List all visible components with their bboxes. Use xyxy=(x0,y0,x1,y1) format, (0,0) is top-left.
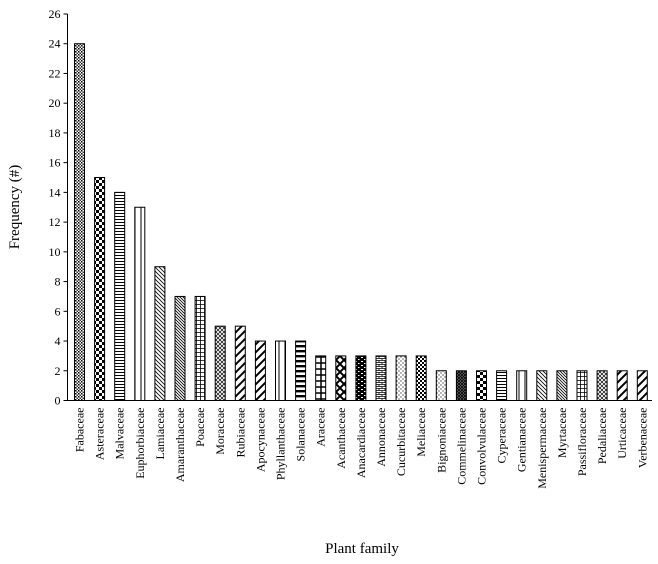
x-tick-label: Moraceae xyxy=(213,408,227,455)
y-tick-label: 10 xyxy=(49,245,61,259)
bar-meliaceae xyxy=(415,355,427,401)
x-tick-label: Euphorbiaceae xyxy=(133,408,147,479)
x-tick-label: Annonaceae xyxy=(374,408,388,467)
x-tick-label: Araceae xyxy=(314,408,328,447)
bar-araceae xyxy=(315,355,327,401)
x-tick-label: Apocynaceae xyxy=(253,408,267,473)
bar-asteraceae xyxy=(94,177,106,401)
bar-anacardiaceae xyxy=(355,355,367,401)
x-tick-label: Gentianaceae xyxy=(515,408,529,473)
x-tick-label: Urticaceae xyxy=(615,408,629,459)
y-tick-label: 14 xyxy=(49,185,61,199)
x-tick-label: Malvaceae xyxy=(113,408,127,460)
bar-urticaceae xyxy=(616,370,628,401)
x-tick-label: Cyperaceae xyxy=(495,408,509,464)
y-tick-label: 6 xyxy=(55,304,61,318)
x-tick-label: Cucurbitaceae xyxy=(394,408,408,477)
y-tick-label: 22 xyxy=(49,66,61,80)
bars xyxy=(74,43,648,402)
bar-gentianaceae xyxy=(516,370,528,401)
x-tick-label: Commelinaceae xyxy=(454,408,468,485)
y-tick-label: 16 xyxy=(49,156,61,170)
y-tick-label: 2 xyxy=(55,364,61,378)
x-axis-title: Plant family xyxy=(325,541,399,557)
y-tick-label: 8 xyxy=(55,275,61,289)
y-tick-label: 4 xyxy=(55,334,61,348)
x-tick-label: Convolvulaceae xyxy=(475,408,489,485)
bar-solanaceae xyxy=(295,340,307,401)
bar-acanthaceae xyxy=(335,355,347,401)
y-tick-label: 0 xyxy=(55,394,61,408)
x-tick-labels: Fabaceae Asteraceae Malvaceae Euphorbiaceae… xyxy=(73,408,650,489)
bar-verbenaceae xyxy=(636,370,648,401)
bar-cyperaceae xyxy=(496,370,508,401)
x-tick-label: Phyllanthaceae xyxy=(274,408,288,481)
bar-lamiaceae xyxy=(154,266,166,402)
bar-poaceae xyxy=(194,295,206,402)
bar-rubiaceae xyxy=(234,325,246,401)
x-tick-label: Pedaliaceae xyxy=(595,408,609,465)
y-tick-label: 26 xyxy=(49,7,61,21)
bar-phyllanthaceae xyxy=(275,340,286,401)
bar-moraceae xyxy=(214,325,226,401)
x-tick-label: Acanthaceae xyxy=(334,408,348,469)
bar-passifloraceae xyxy=(576,370,588,401)
x-tick-label: Passifloraceae xyxy=(575,408,589,477)
bar-annonaceae xyxy=(375,355,387,401)
x-tick-label: Poaceae xyxy=(193,408,207,447)
bar-bignoniaceae xyxy=(435,370,447,401)
x-tick-label: Solanaceae xyxy=(294,408,308,462)
x-tick-label: Amaranthaceae xyxy=(173,408,187,483)
x-tick-label: Meliaceae xyxy=(414,408,428,457)
x-tick-label: Rubiaceae xyxy=(233,408,247,458)
bar-apocynaceae xyxy=(254,340,266,401)
bar-pedaliaceae xyxy=(596,370,608,401)
bar-menispermaceae xyxy=(536,370,548,401)
x-tick-label: Lamiaceae xyxy=(153,408,167,460)
y-axis-title: Frequency (#) xyxy=(7,165,23,250)
bar-myrtaceae xyxy=(556,370,568,401)
bar-amaranthaceae xyxy=(174,295,186,402)
bar-euphorbiaceae xyxy=(134,206,146,401)
y-tick-label: 20 xyxy=(49,96,61,110)
bar-fabaceae xyxy=(74,43,85,401)
x-tick-label: Verbenaceae xyxy=(635,408,649,469)
y-tick-label: 18 xyxy=(49,126,61,140)
y-tick-label: 24 xyxy=(49,37,61,51)
x-tick-label: Fabaceae xyxy=(73,408,87,453)
x-tick-label: Asteraceae xyxy=(93,408,107,461)
x-tick-label: Myrtaceae xyxy=(555,408,569,459)
x-tick-label: Anacardiaceae xyxy=(354,408,368,479)
bar-cucurbitaceae xyxy=(395,355,407,401)
bar-malvaceae xyxy=(114,191,126,401)
x-tick-label: Bignoniaceae xyxy=(434,408,448,473)
x-tick-label: Menispermaceae xyxy=(535,408,549,489)
y-tick-label: 12 xyxy=(49,215,61,229)
bar-convolvulaceae xyxy=(476,370,487,401)
bar-commelinaceae xyxy=(455,370,467,401)
